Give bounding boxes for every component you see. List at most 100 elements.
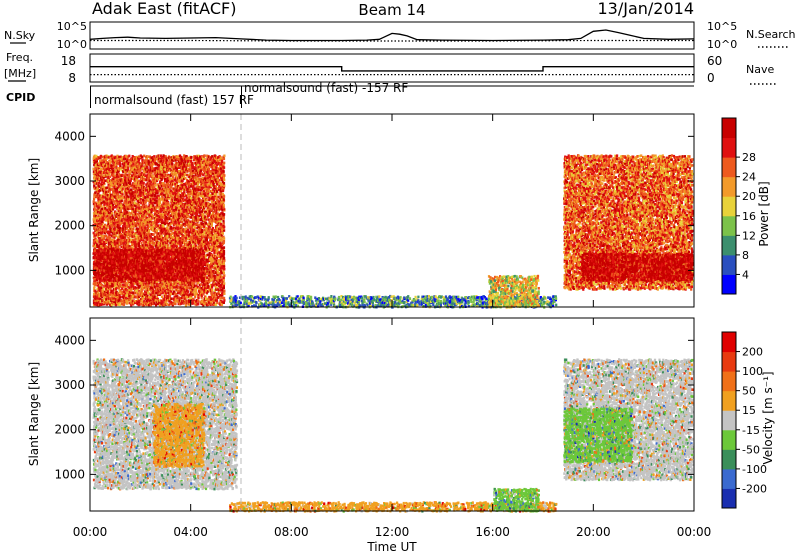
- data-cell: [161, 301, 163, 304]
- data-cell: [167, 227, 169, 230]
- freq-label-top: Freq.: [6, 51, 33, 64]
- data-cell: [178, 192, 180, 195]
- data-cell: [167, 244, 169, 247]
- data-cell: [130, 188, 132, 191]
- noise-right-tick-top: 10^5: [707, 20, 737, 33]
- data-cell: [156, 200, 158, 203]
- data-cell: [153, 171, 155, 174]
- noise-right-label: N.Search: [746, 28, 796, 41]
- data-cell: [140, 198, 142, 201]
- noise-sky-line: [90, 30, 694, 41]
- data-cell: [127, 242, 129, 245]
- data-cell: [128, 196, 130, 199]
- cpid-segment-1: normalsound (fast) 157 RF: [94, 93, 254, 107]
- nave-label: Nave: [746, 63, 774, 76]
- data-cell: [148, 284, 150, 287]
- data-cell: [171, 162, 173, 165]
- data-cell: [124, 282, 126, 285]
- data-cell: [103, 238, 105, 241]
- date-label: 13/Jan/2014: [597, 0, 694, 18]
- data-cell: [143, 182, 145, 185]
- data-cell: [145, 227, 147, 230]
- data-cell: [96, 240, 98, 243]
- data-cell: [131, 201, 133, 204]
- nave-tick-top: 60: [707, 54, 722, 68]
- data-cell: [109, 186, 111, 189]
- data-cell: [103, 182, 105, 185]
- data-cell: [176, 167, 178, 170]
- data-cell: [170, 297, 172, 300]
- data-cell: [179, 181, 181, 184]
- noise-left-tick-top: 10^5: [57, 20, 87, 33]
- data-cell: [155, 184, 157, 187]
- data-cell: [132, 163, 134, 166]
- noise-search-line: [90, 41, 694, 42]
- data-cell: [152, 204, 154, 207]
- cpid-panel: CPID normalsound (fast) 157 RF normalsou…: [6, 81, 694, 108]
- data-cell: [131, 191, 133, 194]
- data-cell: [177, 280, 179, 283]
- cpid-label: CPID: [6, 91, 35, 104]
- data-cell: [142, 159, 144, 162]
- cpid-segment-2: normalsound (fast) -157 RF: [244, 81, 408, 95]
- data-cell: [103, 174, 105, 177]
- data-cell: [115, 205, 117, 208]
- data-cell: [142, 244, 144, 247]
- data-cell: [163, 304, 165, 307]
- data-cell: [167, 202, 169, 205]
- data-cell: [102, 235, 104, 238]
- data-cell: [148, 229, 150, 232]
- data-cell: [138, 242, 140, 245]
- data-cell: [136, 216, 138, 219]
- freq-tick-top: 18: [61, 54, 76, 68]
- data-cell: [153, 233, 155, 236]
- data-cell: [157, 178, 159, 181]
- data-cell: [180, 190, 182, 193]
- frequency-panel-frame: [90, 54, 694, 82]
- data-cell: [140, 242, 142, 245]
- data-cell: [178, 170, 180, 173]
- data-cell: [116, 190, 118, 193]
- data-cell: [159, 201, 161, 204]
- data-cell: [112, 204, 114, 207]
- data-cell: [103, 241, 105, 244]
- data-cell: [172, 176, 174, 179]
- data-cell: [142, 225, 144, 228]
- data-cell: [126, 302, 128, 305]
- data-cell: [153, 155, 155, 158]
- noise-left-tick-bottom: 10^0: [57, 38, 87, 51]
- data-cell: [172, 196, 174, 199]
- freq-label-bottom: [MHz]: [4, 67, 36, 80]
- data-cell: [119, 162, 121, 165]
- data-cell: [141, 156, 143, 159]
- data-cell: [119, 304, 121, 307]
- data-cell: [174, 303, 176, 306]
- plot-title: Adak East (fitACF): [92, 0, 236, 18]
- data-cell: [101, 205, 103, 208]
- freq-tick-bottom: 8: [68, 71, 76, 85]
- data-cell: [94, 162, 96, 165]
- data-cell: [170, 189, 172, 192]
- data-cell: [128, 155, 130, 158]
- data-cell: [163, 299, 165, 302]
- power-data-cells: [93, 114, 694, 309]
- data-cell: [98, 237, 100, 240]
- data-cell: [101, 284, 103, 287]
- data-cell: [153, 180, 155, 183]
- data-cell: [142, 297, 144, 300]
- data-cell: [175, 293, 177, 296]
- data-cell: [120, 156, 122, 159]
- data-cell: [117, 193, 119, 196]
- data-cell: [132, 285, 134, 288]
- data-cell: [146, 166, 148, 169]
- nave-tick-bottom: 0: [707, 71, 715, 85]
- data-cell: [170, 283, 172, 286]
- data-cell: [134, 182, 136, 185]
- data-cell: [109, 175, 111, 178]
- frequency-line: [90, 67, 694, 71]
- noise-panel: N.Sky 10^5 10^0 10^5 10^0 N.Search: [4, 20, 796, 51]
- data-cell: [166, 220, 168, 223]
- data-cell: [112, 173, 114, 176]
- data-cell: [123, 303, 125, 306]
